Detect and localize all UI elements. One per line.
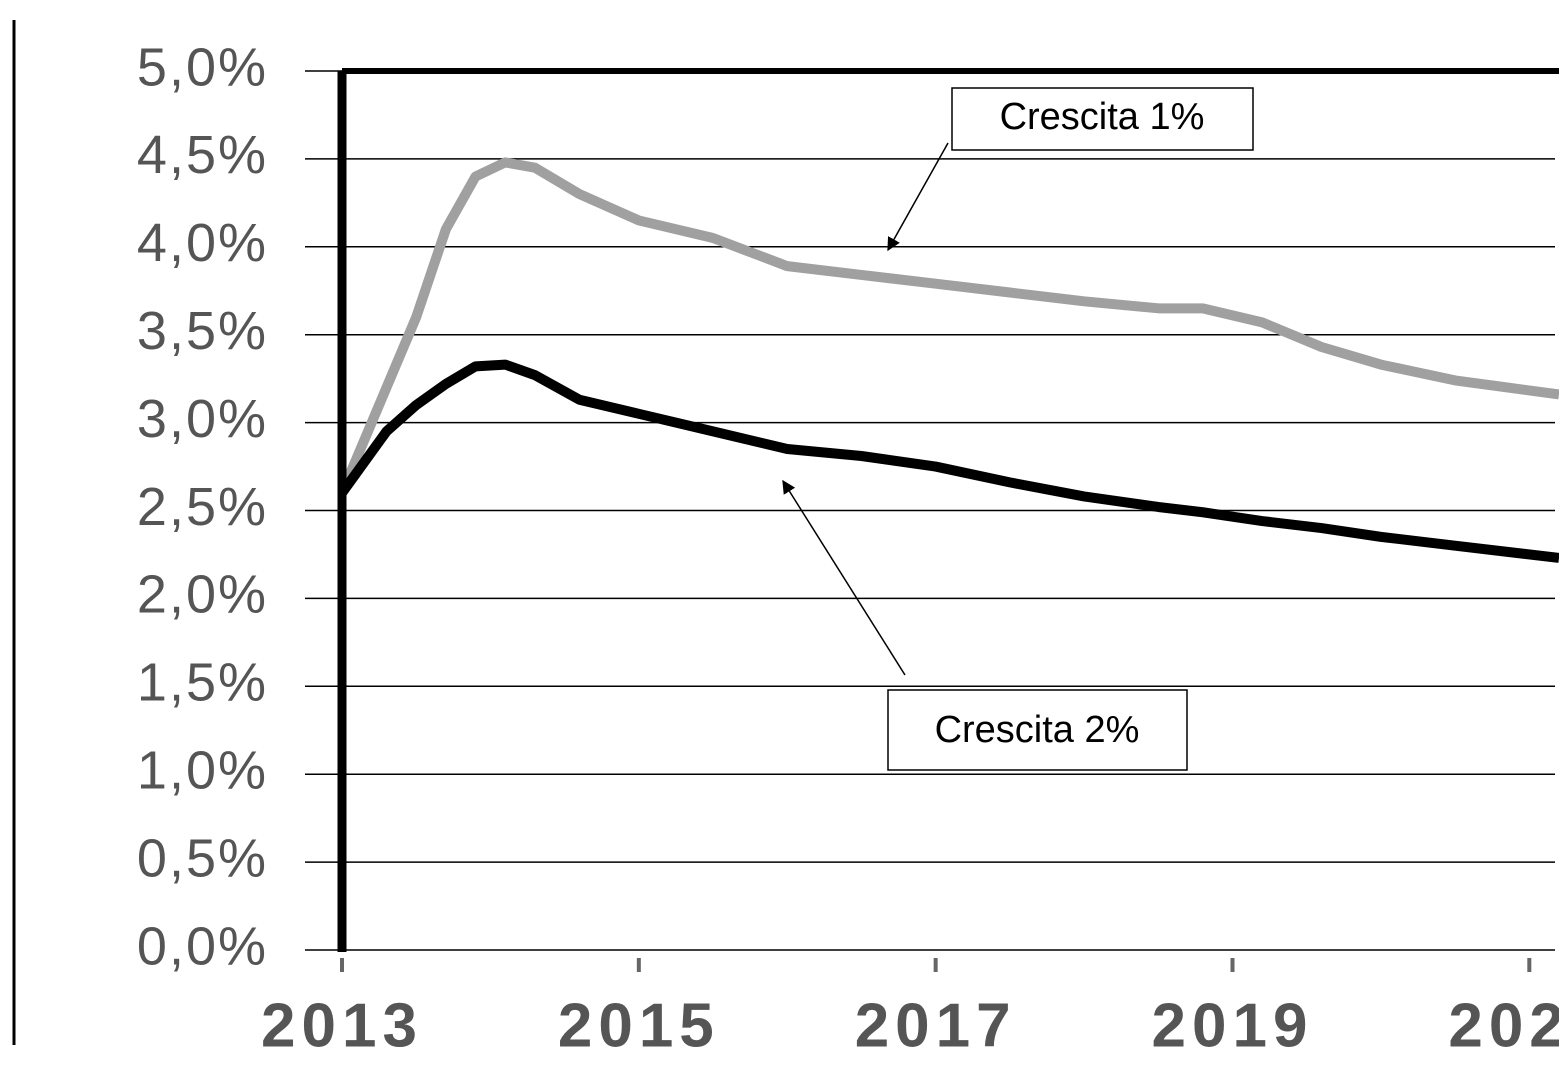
x-tick-label: 2015 [558,991,720,1060]
y-tick-label: 2,0% [137,565,268,625]
y-tick-label: 1,5% [137,653,268,713]
y-tick-label: 4,5% [137,125,268,185]
annotation-box [951,87,1254,151]
y-tick-label: 3,0% [137,389,268,449]
x-tick-label: 2017 [855,991,1017,1060]
grid [305,70,1555,972]
x-tick-label: 2021 [1448,991,1559,1060]
y-tick-label: 0,5% [137,828,268,888]
annotation: Crescita 1% [1000,96,1205,138]
series-line [337,359,1559,563]
x-tick-label: 2019 [1152,991,1314,1060]
y-tick-label: 4,0% [137,213,268,273]
y-tick-label: 1,0% [137,740,268,800]
annotation-arrow [782,479,906,676]
annotation: Crescita 2% [935,709,1140,751]
lines [337,157,1559,563]
y-tick-label: 2,5% [137,477,268,537]
x-tick-label: 2013 [261,991,423,1060]
annotation-arrow [887,142,949,252]
y-tick-label: 0,0% [137,916,268,976]
y-tick-label: 3,5% [137,301,268,361]
y-tick-label: 5,0% [137,37,268,97]
annotation-box [887,689,1188,771]
series-line [337,157,1559,495]
